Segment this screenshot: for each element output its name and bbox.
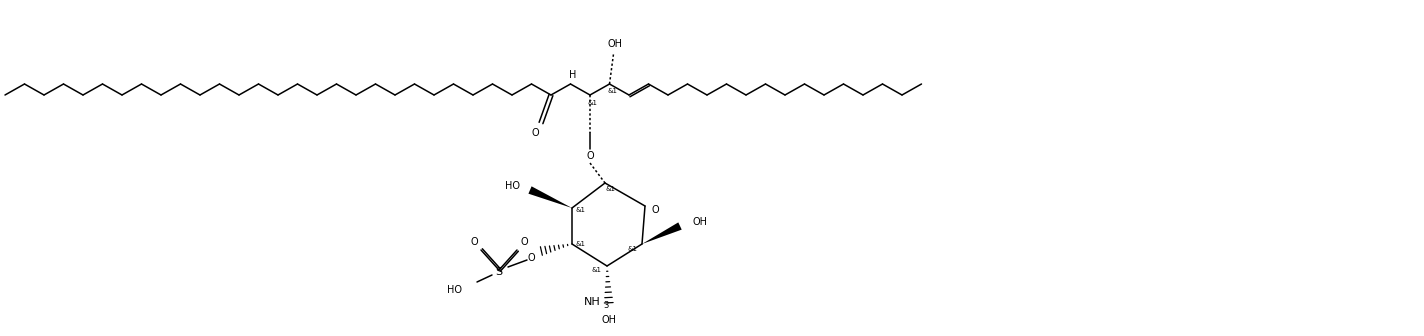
Text: OH: OH	[692, 217, 708, 227]
Text: O: O	[520, 237, 528, 247]
Text: HO: HO	[504, 181, 520, 191]
Text: &1: &1	[575, 207, 585, 213]
Polygon shape	[528, 186, 572, 208]
Text: &1: &1	[607, 186, 617, 192]
Text: 3: 3	[604, 300, 608, 309]
Text: &1: &1	[588, 100, 598, 106]
Text: &1: &1	[627, 246, 637, 252]
Text: &1: &1	[608, 88, 618, 94]
Text: O: O	[531, 128, 538, 138]
Text: O: O	[587, 151, 594, 161]
Text: O: O	[470, 237, 478, 247]
Polygon shape	[642, 222, 682, 244]
Text: OH: OH	[608, 39, 624, 49]
Text: &1: &1	[592, 267, 602, 273]
Text: &1: &1	[575, 241, 585, 247]
Text: O: O	[527, 253, 535, 263]
Text: O: O	[651, 205, 659, 215]
Text: NH: NH	[584, 297, 601, 307]
Text: HO: HO	[447, 285, 463, 295]
Text: OH: OH	[601, 315, 617, 325]
Text: H: H	[568, 70, 577, 80]
Text: S: S	[496, 267, 503, 277]
